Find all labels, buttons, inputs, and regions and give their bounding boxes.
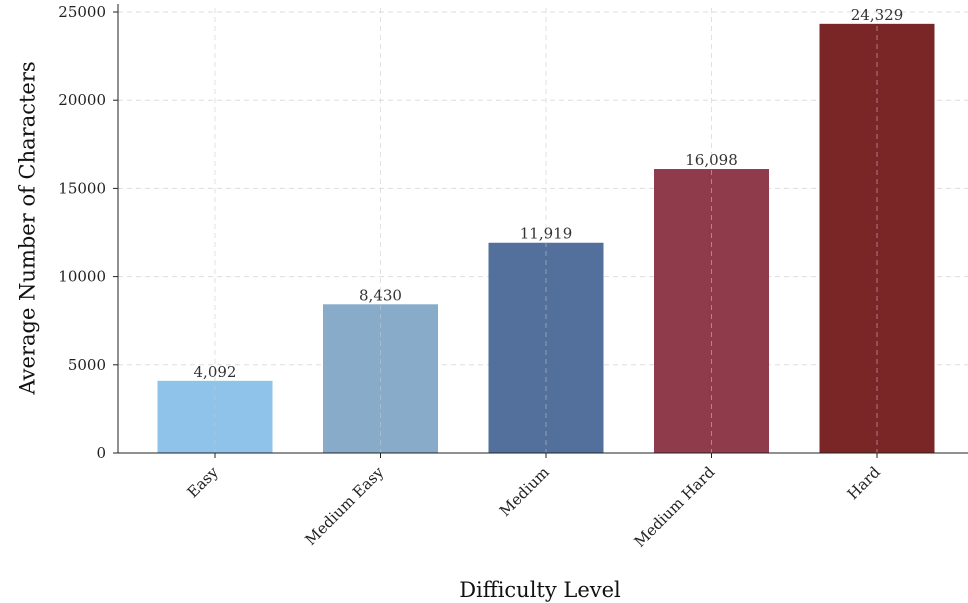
x-axis-title: Difficulty Level [459,578,621,602]
bar-medium-hard [654,169,769,453]
y-tick-label: 5000 [68,356,106,374]
x-tick-layer: Easy Medium Easy Medium Medium Hard Hard [184,453,884,551]
data-label: 24,329 [851,6,904,24]
vertical-grid-layer [214,8,878,453]
data-label: 16,098 [685,151,738,169]
bar-medium [488,242,604,453]
x-tick-label: Hard [844,463,884,503]
data-label: 11,919 [520,225,573,243]
axis-layer [117,4,968,454]
x-tick-label: Easy [184,463,223,502]
y-tick-label: 0 [96,444,106,462]
x-tick-label: Medium Hard [631,463,719,551]
y-tick-layer: 0 5000 10000 15000 20000 25000 [58,3,118,462]
data-label: 8,430 [359,286,402,304]
y-tick-label: 10000 [58,268,106,286]
y-tick-label: 25000 [58,3,106,21]
x-tick-label: Medium [496,463,553,520]
y-axis-title: Average Number of Characters [15,61,39,395]
data-label: 4,092 [194,363,237,381]
y-tick-label: 20000 [58,91,106,109]
data-label-layer: 4,092 8,430 11,919 16,098 24,329 [194,6,904,381]
x-tick-label: Medium Easy [302,463,388,549]
y-tick-label: 15000 [58,179,106,197]
